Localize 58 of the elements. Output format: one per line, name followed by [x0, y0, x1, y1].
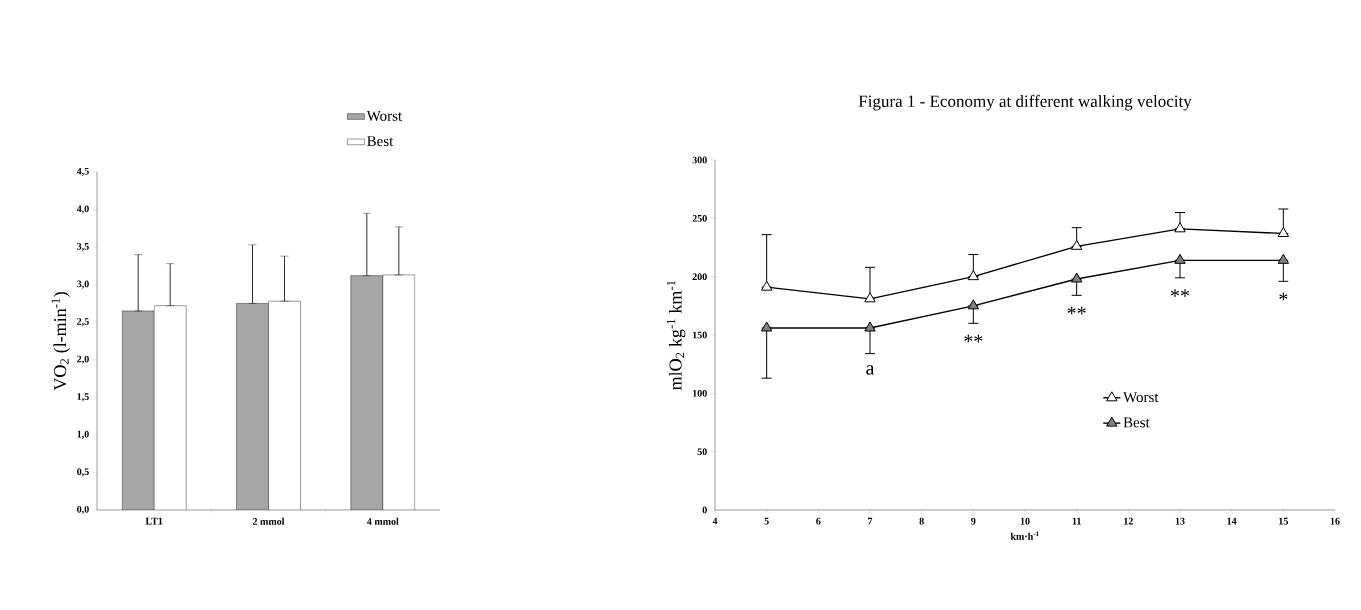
y-tick-label: 50: [697, 448, 707, 456]
x-tick-label: 14: [1227, 517, 1237, 525]
y-tick-label: 2,0: [77, 355, 89, 364]
x-tick-label: 4: [712, 517, 718, 525]
legend-label: Best: [1123, 417, 1150, 428]
x-tick-label: 6: [816, 517, 821, 525]
y-tick-label: 4,0: [76, 205, 89, 214]
point: [1070, 239, 1083, 250]
x-tick-label: 11: [1072, 517, 1081, 525]
y-tick-label: 0,5: [77, 468, 89, 477]
point: [864, 292, 876, 303]
legend-label: Worst: [1123, 392, 1159, 403]
annotation: **: [1067, 306, 1086, 315]
x-tick-label: 12: [1124, 517, 1133, 525]
point: [967, 299, 980, 310]
point: [1174, 222, 1186, 233]
x-tick-label: 2 mmol: [252, 517, 285, 525]
x-tick-label: 13: [1175, 517, 1185, 525]
y-tick-label: 4,5: [76, 167, 89, 177]
point: [1070, 272, 1083, 283]
legend-label: Best: [367, 136, 394, 147]
point: [967, 270, 980, 281]
x-tick-label: 16: [1330, 517, 1340, 525]
point: [1277, 253, 1290, 264]
y-axis-title: mlO$_{2}$ kg$^{-1}$ km$^{-1}$: [666, 280, 686, 391]
point: [864, 321, 876, 332]
point: [1277, 226, 1290, 237]
x-axis-title: km·h$^{-1}$: [1010, 531, 1039, 540]
y-tick-label: 200: [692, 273, 707, 281]
chart-title: Figura 1 - Economy at different walking velocity: [858, 94, 1192, 111]
x-tick-label: 8: [919, 517, 924, 525]
x-tick-label: 7: [868, 517, 873, 525]
point: [1174, 253, 1186, 264]
point: [760, 280, 773, 291]
y-axis-title: VO$_{2}$ (l-min$^{-1}$): [51, 292, 70, 391]
annotation: *: [1279, 292, 1288, 301]
annotation: **: [1170, 289, 1190, 297]
annotation: a: [866, 365, 875, 375]
y-tick-label: 300: [692, 156, 707, 164]
y-tick-label: 2,5: [77, 318, 89, 327]
point: [760, 321, 773, 332]
y-tick-label: 3,0: [77, 280, 89, 289]
x-tick-label: 9: [971, 517, 976, 525]
y-tick-label: 1,5: [77, 393, 89, 402]
y-tick-label: 1,0: [77, 430, 89, 439]
y-tick-label: 100: [693, 389, 707, 397]
y-tick-label: 3,5: [77, 243, 89, 252]
annotation: **: [964, 334, 983, 343]
x-tick-label: 10: [1020, 517, 1030, 525]
x-tick-label: LT1: [145, 517, 163, 525]
x-tick-label: 15: [1279, 517, 1288, 525]
y-tick-label: 0,0: [77, 505, 89, 515]
x-tick-label: 5: [764, 517, 769, 525]
x-tick-label: 4 mmol: [367, 517, 399, 525]
y-tick-label: 150: [693, 331, 707, 339]
y-tick-label: 0: [702, 506, 707, 514]
legend-label: Worst: [366, 110, 403, 121]
y-tick-label: 250: [692, 214, 707, 222]
